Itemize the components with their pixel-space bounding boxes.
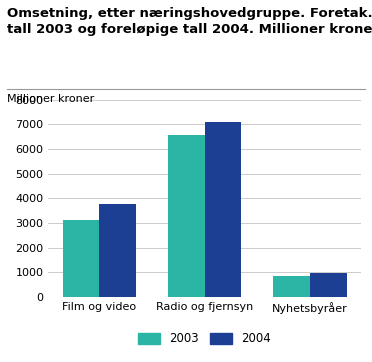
Bar <box>310 273 347 297</box>
Bar <box>99 205 136 297</box>
Text: Millioner kroner: Millioner kroner <box>7 94 95 104</box>
Bar <box>62 220 99 297</box>
Bar <box>273 276 310 297</box>
Legend: 2003, 2004: 2003, 2004 <box>138 332 271 345</box>
Bar <box>168 135 205 297</box>
Text: Omsetning, etter næringshovedgruppe. Foretak. Endelige
tall 2003 og foreløpige t: Omsetning, etter næringshovedgruppe. For… <box>7 7 372 36</box>
Bar <box>205 122 241 297</box>
